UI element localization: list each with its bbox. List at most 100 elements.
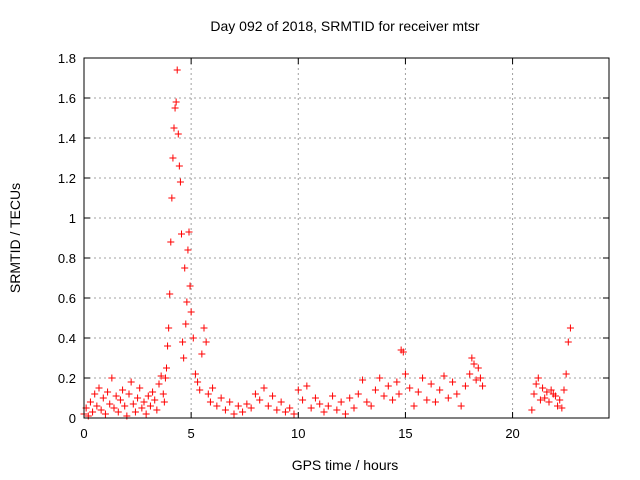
data-point [384,382,392,390]
data-point [307,404,315,412]
data-point [273,406,281,414]
data-point [157,372,165,380]
data-point [206,398,214,406]
data-point [155,380,163,388]
data-point [230,410,238,418]
data-point [138,404,146,412]
data-point [151,396,159,404]
data-point [560,386,568,394]
data-point [337,398,345,406]
data-point [247,404,255,412]
data-point [414,388,422,396]
data-point [106,400,114,408]
data-point [160,398,168,406]
data-point [196,386,204,394]
data-point [393,378,401,386]
data-point [251,390,259,398]
data-point [172,98,180,106]
data-point [453,390,461,398]
data-point [119,386,127,394]
x-tick-label: 0 [80,426,87,441]
data-point [354,390,362,398]
data-points [80,66,574,420]
data-point [200,324,208,332]
data-point [551,392,559,400]
data-point [389,396,397,404]
data-point [221,406,229,414]
data-point [186,282,194,290]
data-point [213,402,221,410]
data-point [367,402,375,410]
data-point [140,398,148,406]
data-point [189,334,197,342]
data-point [444,394,452,402]
data-point [202,338,210,346]
data-point [530,390,538,398]
data-point [173,66,181,74]
data-point [181,264,189,272]
data-point [286,404,294,412]
data-point [329,392,337,400]
data-point [169,154,177,162]
data-point [316,400,324,408]
data-point [562,370,570,378]
data-point [178,230,185,238]
data-point [99,394,107,402]
data-point [176,178,184,186]
data-point [129,400,137,408]
data-point [185,228,193,236]
data-point [476,374,484,382]
data-point [168,194,176,202]
data-point [134,394,142,402]
data-point [543,388,551,396]
plot-frame [83,57,610,419]
data-point [299,396,307,404]
data-point [363,398,371,406]
data-point [104,388,112,396]
data-point [320,408,328,416]
data-point [165,324,173,332]
data-point [371,386,379,394]
data-point [114,408,122,416]
data-point [440,372,448,380]
y-tick-label: 0.4 [58,331,76,346]
data-point [399,348,407,356]
data-point [333,406,341,414]
x-tick-label: 20 [505,426,519,441]
data-point [547,386,555,394]
data-point [110,404,118,412]
data-point [149,388,157,396]
y-tick-label: 0.2 [58,371,76,386]
data-point [161,374,169,382]
data-point [239,408,247,416]
data-point [277,398,285,406]
data-point [179,338,187,346]
y-tick-label: 1.4 [58,131,76,146]
data-point [198,350,206,358]
data-point [294,386,302,394]
data-point [144,392,152,400]
data-point [528,406,536,414]
data-point [182,320,190,328]
data-point [461,382,469,390]
data-point [112,392,120,400]
data-point [346,394,354,402]
data-point [406,384,414,392]
y-axis-label: SRMTID / TECUs [7,183,23,293]
data-point [457,402,465,410]
data-point [260,384,268,392]
data-point [163,364,170,372]
grid-lines [84,58,609,418]
data-point [170,124,178,132]
data-point [380,392,388,400]
data-point [127,378,135,386]
data-point [554,402,562,410]
data-point [359,376,367,384]
data-point [86,398,94,406]
data-point [243,400,251,408]
data-point [93,402,101,410]
x-axis-label: GPS time / hours [292,457,399,473]
data-point [171,104,179,112]
data-point [474,364,482,372]
x-tick-label: 5 [188,426,195,441]
